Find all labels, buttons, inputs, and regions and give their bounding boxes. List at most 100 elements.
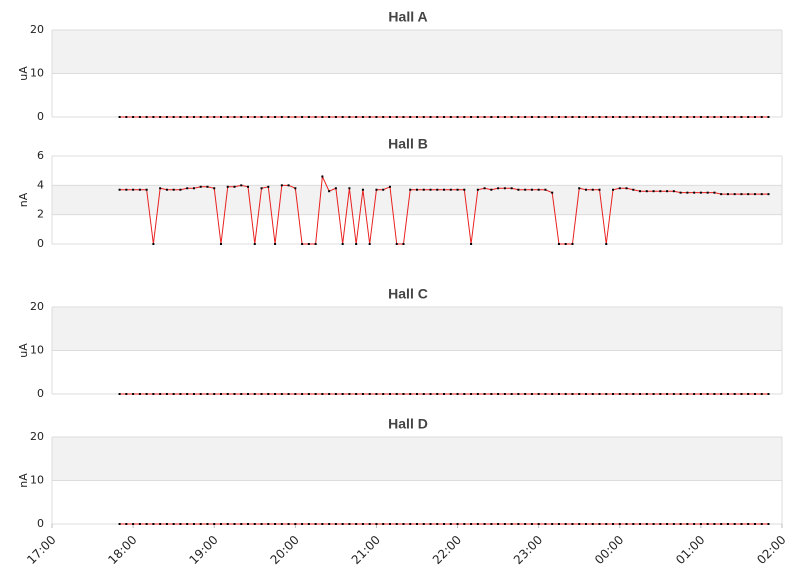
data-point xyxy=(321,523,324,525)
data-point xyxy=(503,187,506,190)
data-point xyxy=(260,393,263,395)
data-point xyxy=(706,191,709,194)
data-point xyxy=(314,393,317,395)
data-point xyxy=(726,393,729,395)
data-point xyxy=(463,523,466,525)
data-point xyxy=(672,523,675,525)
data-point xyxy=(666,190,669,193)
grid-band xyxy=(52,307,782,351)
data-point xyxy=(247,523,250,525)
data-point xyxy=(767,116,770,118)
data-point xyxy=(429,116,432,118)
data-point xyxy=(125,116,128,118)
data-point xyxy=(483,523,486,525)
data-point xyxy=(348,116,351,118)
data-point xyxy=(470,243,473,245)
data-point xyxy=(186,187,189,190)
data-point xyxy=(443,116,446,118)
data-point xyxy=(456,116,459,118)
data-point xyxy=(186,523,189,525)
data-point xyxy=(699,393,702,395)
data-point xyxy=(328,393,331,395)
data-point xyxy=(578,393,581,395)
data-point xyxy=(199,185,202,188)
data-point xyxy=(307,116,310,118)
data-point xyxy=(476,188,479,191)
data-point xyxy=(517,393,520,395)
data-point xyxy=(497,187,500,190)
data-point xyxy=(726,116,729,118)
data-point xyxy=(699,523,702,525)
data-point xyxy=(740,523,743,525)
data-point xyxy=(132,116,135,118)
data-point xyxy=(625,523,628,525)
data-point xyxy=(240,523,243,525)
data-point xyxy=(382,523,385,525)
data-point xyxy=(503,523,506,525)
y-axis-label: nA xyxy=(17,473,30,488)
grid-band xyxy=(52,437,782,481)
data-point xyxy=(416,393,418,395)
data-point xyxy=(429,188,432,191)
data-point xyxy=(375,393,378,395)
data-point xyxy=(470,523,473,525)
data-point xyxy=(409,188,412,191)
y-tick-label: 20 xyxy=(30,300,44,313)
data-point xyxy=(152,393,155,395)
data-point xyxy=(436,188,439,191)
data-point xyxy=(706,393,709,395)
data-point xyxy=(422,523,425,525)
data-point xyxy=(213,393,216,395)
y-axis-label: uA xyxy=(17,66,30,81)
x-tick-label: 23:00 xyxy=(511,533,545,567)
y-tick-label: 0 xyxy=(37,237,44,250)
data-point xyxy=(760,393,763,395)
data-point xyxy=(693,523,696,525)
data-point xyxy=(632,523,635,525)
x-tick-label: 17:00 xyxy=(24,533,58,567)
data-point xyxy=(355,523,358,525)
data-point xyxy=(219,523,222,525)
y-tick-label: 10 xyxy=(30,474,44,487)
data-point xyxy=(557,116,560,118)
data-point xyxy=(355,393,358,395)
data-point xyxy=(132,523,135,525)
data-point xyxy=(253,523,256,525)
data-point xyxy=(159,523,162,525)
data-point xyxy=(429,393,432,395)
data-point xyxy=(125,393,128,395)
data-point xyxy=(699,116,702,118)
data-point xyxy=(334,523,337,525)
data-point xyxy=(233,523,236,525)
data-point xyxy=(402,523,405,525)
x-tick-label: 19:00 xyxy=(186,533,220,567)
data-point xyxy=(206,185,209,188)
data-point xyxy=(422,116,425,118)
data-point xyxy=(449,523,452,525)
data-point xyxy=(260,523,263,525)
y-tick-label: 10 xyxy=(30,344,44,357)
data-point xyxy=(490,393,493,395)
data-point xyxy=(753,193,756,196)
data-point xyxy=(409,116,412,118)
data-point xyxy=(145,523,148,525)
data-point xyxy=(598,393,601,395)
data-point xyxy=(382,393,385,395)
data-point xyxy=(321,116,324,118)
data-point xyxy=(206,393,209,395)
data-point xyxy=(138,393,141,395)
data-point xyxy=(199,116,202,118)
data-point xyxy=(510,523,513,525)
data-point xyxy=(294,523,297,525)
y-tick-label: 4 xyxy=(37,178,44,191)
data-point xyxy=(280,184,283,187)
data-point xyxy=(517,523,520,525)
data-point xyxy=(226,185,229,188)
data-point xyxy=(152,116,155,118)
data-point xyxy=(280,393,283,395)
data-point xyxy=(341,393,344,395)
data-point xyxy=(639,393,642,395)
data-point xyxy=(666,393,669,395)
